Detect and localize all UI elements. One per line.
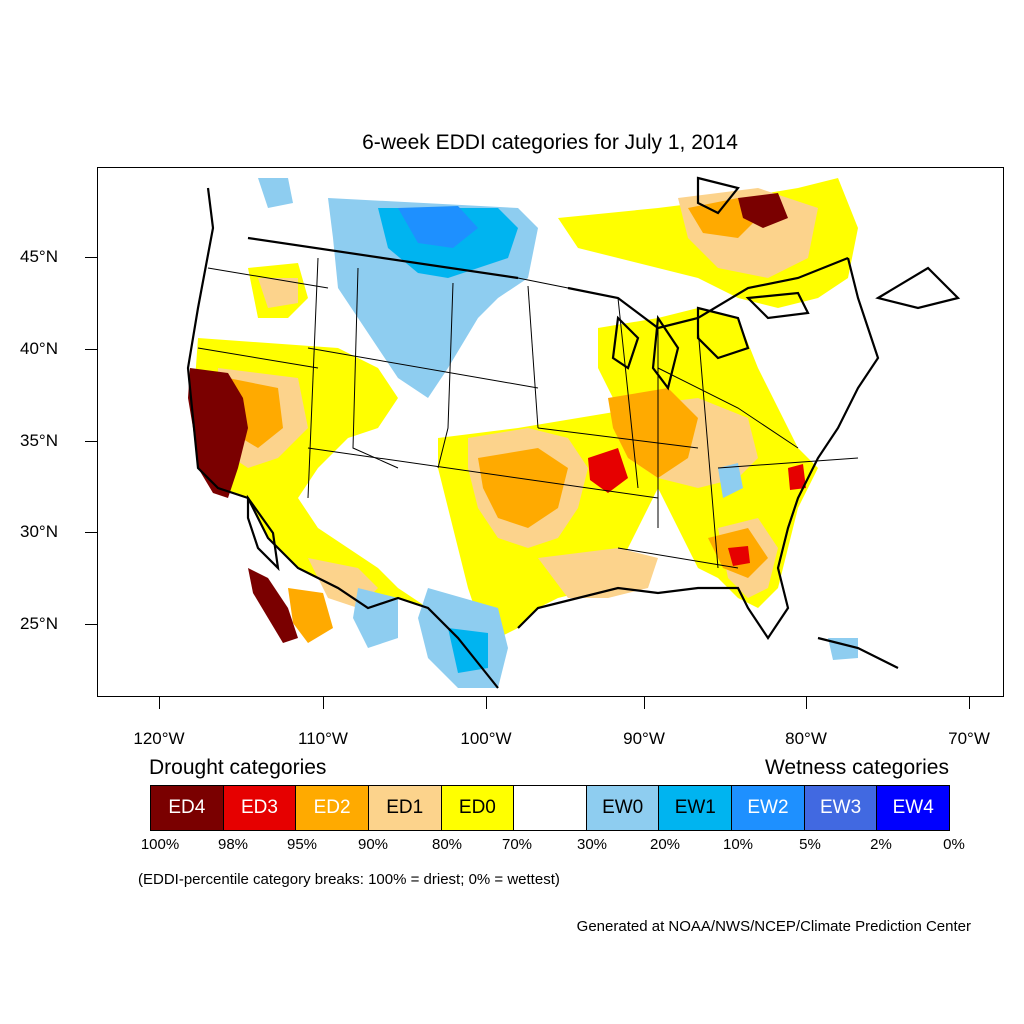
lon-label-80: 80°W (785, 729, 827, 748)
lat-label-30: 30°N (20, 522, 58, 541)
lon-tick (969, 697, 970, 709)
lon-label-70: 70°W (948, 729, 990, 748)
credit-line: Generated at NOAA/NWS/NCEP/Climate Predi… (576, 918, 971, 935)
legend-box-ed1: ED1 (368, 786, 442, 830)
drought-heading: Drought categories (149, 756, 327, 779)
ed4-regions (188, 193, 788, 643)
pct-label: 30% (576, 836, 608, 853)
pct-label: 10% (722, 836, 754, 853)
legend-bar: ED4 ED3 ED2 ED1 ED0 EW0 EW1 EW2 EW3 EW4 (150, 785, 950, 831)
legend-box-ed0: ED0 (441, 786, 515, 830)
lat-tick (85, 441, 97, 442)
pct-label: 2% (870, 836, 892, 853)
lon-label-120: 120°W (133, 729, 185, 748)
lon-label-90: 90°W (623, 729, 665, 748)
pct-label: 5% (799, 836, 821, 853)
pct-label: 95% (286, 836, 318, 853)
lat-tick (85, 349, 97, 350)
pct-label: 80% (431, 836, 463, 853)
legend-box-ew1: EW1 (659, 786, 733, 830)
ed3-regions (588, 448, 806, 566)
legend-box-ed4: ED4 (151, 786, 224, 830)
coastlines (186, 176, 961, 689)
lat-label-35: 35°N (20, 431, 58, 450)
lat-tick (85, 624, 97, 625)
map-title: 6-week EDDI categories for July 1, 2014 (362, 131, 738, 154)
lat-label-45: 45°N (20, 247, 58, 266)
pct-label: 0% (943, 836, 965, 853)
lat-tick (85, 257, 97, 258)
legend-box-ew3: EW3 (804, 786, 878, 830)
legend-box-ew2: EW2 (732, 786, 805, 830)
legend-note: (EDDI-percentile category breaks: 100% =… (138, 871, 560, 888)
wetness-heading: Wetness categories (764, 756, 949, 779)
legend-box-ew0: EW0 (586, 786, 660, 830)
pct-label: 20% (649, 836, 681, 853)
lat-tick (85, 532, 97, 533)
lat-label-25: 25°N (20, 614, 58, 633)
legend-box-ew4: EW4 (877, 786, 950, 830)
legend-box-ed2: ED2 (296, 786, 369, 830)
lat-label-40: 40°N (20, 339, 58, 358)
map-frame (97, 167, 1004, 697)
legend-box-ed3: ED3 (223, 786, 297, 830)
pct-label: 100% (140, 836, 180, 853)
lon-label-110: 110°W (298, 729, 348, 748)
pct-label: 98% (217, 836, 249, 853)
eddi-map (186, 176, 961, 689)
ew2-regions (398, 206, 478, 248)
lon-label-100: 100°W (460, 729, 512, 748)
pct-label: 90% (357, 836, 389, 853)
lon-tick (323, 697, 324, 709)
lon-tick (159, 697, 160, 709)
legend-box-neutral (514, 786, 587, 830)
lon-tick (644, 697, 645, 709)
pct-label: 70% (501, 836, 533, 853)
lon-tick (806, 697, 807, 709)
lon-tick (486, 697, 487, 709)
